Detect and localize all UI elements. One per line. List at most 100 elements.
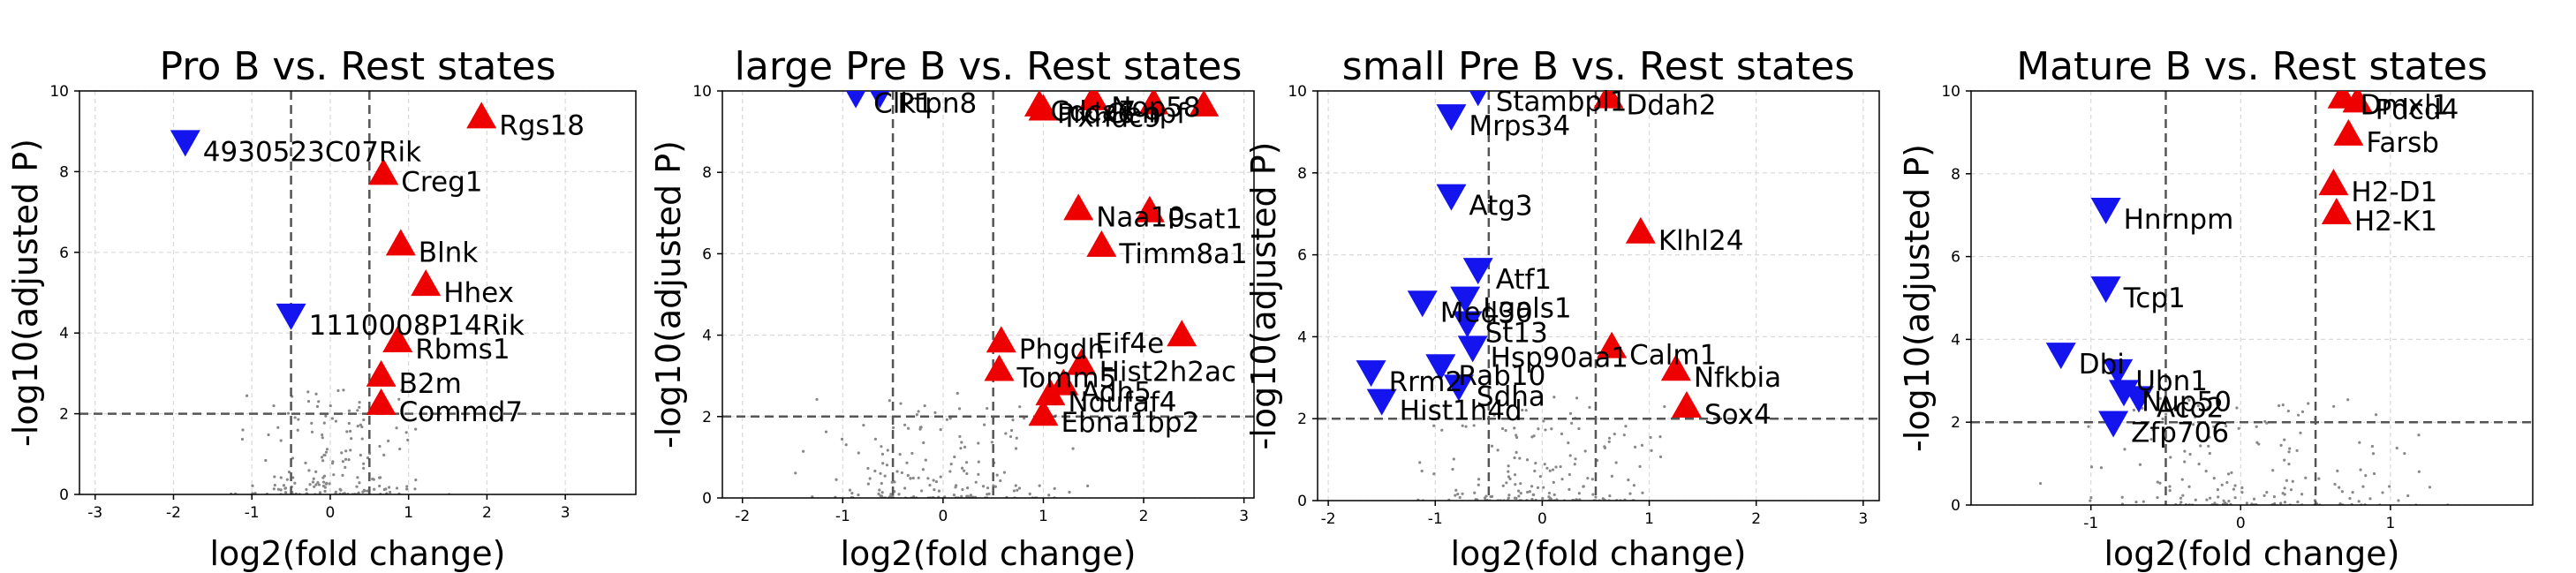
bg-point <box>934 479 939 484</box>
panel-2: -2 -1 0 1 2 3 0 2 4 6 8 10 large Pre B vs. Rest stat… <box>649 44 1255 573</box>
bg-point <box>886 449 889 452</box>
bg-point <box>992 484 995 487</box>
bg-point <box>2351 491 2354 494</box>
gene-label: Aco2 <box>2157 392 2224 424</box>
y-axis-label: -log10(adjusted P) <box>649 140 688 449</box>
bg-point <box>801 449 805 453</box>
bg-point <box>888 399 891 403</box>
bg-point <box>1012 489 1016 493</box>
y-tick-label: 2 <box>59 406 69 424</box>
x-tick-label: 3 <box>1858 510 1868 528</box>
bg-point <box>283 486 288 490</box>
bg-point <box>2283 486 2286 490</box>
bg-point <box>360 425 364 429</box>
bg-point <box>1010 428 1014 433</box>
bg-point <box>2233 496 2237 500</box>
y-tick-label: 4 <box>59 325 69 343</box>
bg-point <box>966 494 970 498</box>
down-triangle-marker <box>2098 411 2129 438</box>
gene-markers <box>1356 91 1702 418</box>
bg-point <box>1650 449 1653 452</box>
bg-point <box>1663 404 1666 409</box>
bg-point <box>2277 403 2281 408</box>
bg-point <box>323 486 327 489</box>
bg-point <box>348 429 352 433</box>
bg-point <box>889 493 893 496</box>
bg-point <box>285 478 289 481</box>
bg-point <box>2364 474 2368 478</box>
bg-point <box>1004 432 1008 435</box>
bg-point <box>898 453 902 456</box>
up-triangle-marker <box>2333 118 2364 146</box>
bg-point <box>2289 488 2293 492</box>
bg-point <box>1507 475 1511 479</box>
bg-point <box>2262 494 2266 497</box>
bg-point <box>911 476 915 480</box>
bg-point <box>2285 479 2288 482</box>
bg-point <box>361 490 365 494</box>
bg-point <box>2338 486 2341 489</box>
bg-point <box>1461 424 1464 427</box>
x-tick-label: 0 <box>938 508 948 525</box>
bg-point <box>1513 496 1517 500</box>
bg-point <box>1538 394 1542 397</box>
bg-point <box>313 485 316 488</box>
bg-point <box>2279 501 2283 505</box>
bg-point <box>1568 487 1571 491</box>
bg-point <box>840 437 844 441</box>
bg-point <box>1490 444 1494 448</box>
bg-point <box>1536 486 1540 489</box>
bg-point <box>314 470 318 474</box>
bg-point <box>306 390 310 394</box>
bg-point <box>347 421 351 426</box>
bg-point <box>880 491 884 494</box>
bg-point <box>1658 434 1662 439</box>
x-axis-label: log2(fold change) <box>210 534 506 573</box>
gene-label: Sox4 <box>1704 399 1771 431</box>
bg-point <box>1454 488 1458 492</box>
y-axis-label: -log10(adjusted P) <box>6 139 45 447</box>
down-triangle-marker <box>1450 286 1481 313</box>
bg-point <box>949 462 953 466</box>
bg-point <box>360 437 364 441</box>
bg-point <box>1014 484 1017 487</box>
axes-frame <box>1970 90 2534 506</box>
bg-point <box>995 473 999 477</box>
y-tick-label: 4 <box>1297 328 1307 346</box>
bg-point <box>378 484 381 488</box>
bg-point <box>1461 492 1464 495</box>
bg-point <box>1017 486 1022 490</box>
bg-point <box>356 476 359 479</box>
up-triangle-marker <box>1035 379 1066 406</box>
bg-point <box>924 458 927 462</box>
bg-point <box>2283 438 2286 441</box>
up-triangle-marker <box>1597 331 1628 358</box>
bg-point <box>1560 478 1564 481</box>
bg-point <box>952 494 956 497</box>
gene-label: Phgdh <box>1019 334 1105 366</box>
bg-point <box>1601 497 1605 501</box>
gene-label: H2-K1 <box>2354 206 2437 237</box>
bg-point <box>1513 426 1516 430</box>
bg-point <box>325 448 329 451</box>
y-axis-label: -log10(adjusted P) <box>1898 144 1937 452</box>
bg-point <box>2300 493 2304 496</box>
bg-point <box>1559 464 1562 469</box>
bg-point <box>358 405 361 409</box>
bg-point <box>890 494 894 498</box>
bg-point <box>895 470 899 473</box>
bg-point <box>1632 484 1636 487</box>
bg-point <box>987 492 991 495</box>
bg-point <box>880 494 884 498</box>
bg-point <box>2240 486 2244 489</box>
up-triangle-marker <box>366 388 397 415</box>
bg-point <box>2199 444 2202 448</box>
bg-point <box>920 489 924 493</box>
x-tick-label: 0 <box>1537 510 1547 528</box>
x-tick-label: 0 <box>326 504 336 522</box>
bg-point <box>993 485 997 488</box>
bg-point <box>355 485 359 488</box>
bg-point <box>1504 428 1507 433</box>
bg-point <box>413 487 417 491</box>
bg-point <box>2168 488 2172 493</box>
